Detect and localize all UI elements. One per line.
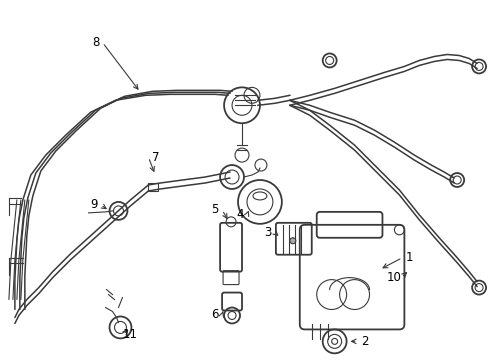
Text: 9: 9 [90,198,97,211]
Text: 4: 4 [236,208,244,221]
Text: 11: 11 [122,328,138,341]
Text: 3: 3 [264,226,271,239]
Text: 8: 8 [92,36,99,49]
Circle shape [289,238,295,244]
Text: 2: 2 [360,335,367,348]
Text: 7: 7 [151,150,159,163]
Text: 1: 1 [405,251,412,264]
Text: 5: 5 [211,203,218,216]
Text: 6: 6 [211,308,219,321]
Text: 10: 10 [386,271,401,284]
